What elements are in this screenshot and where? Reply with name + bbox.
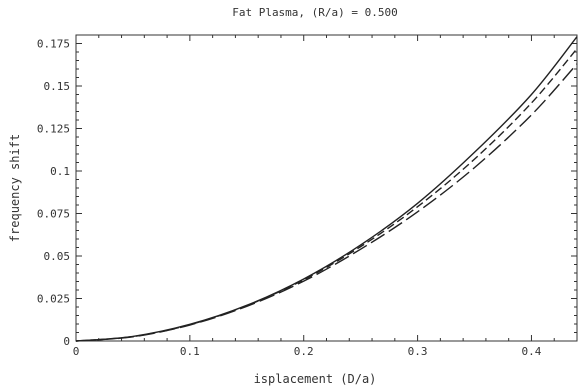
series-line-solid [75,36,578,342]
y-tick-label: 0.1 [50,165,70,178]
ticks: 0 0.1 0.2 0.3 0.4 0 0.025 0.05 0.075 0.1 0.125 0.15… [37,35,577,358]
chart-title: Fat Plasma, (R/a) = 0.500 [232,6,398,19]
series-line-short-dash [75,48,578,342]
x-tick-label: 0.4 [522,345,542,358]
y-tick-label: 0.15 [44,80,71,93]
y-axis-label: frequency shift [8,134,22,242]
plot-frame [75,34,578,342]
y-tick-label: 0.05 [44,250,71,263]
x-tick-label: 0.3 [408,345,428,358]
series-layer [75,36,578,342]
y-tick-label: 0.125 [37,123,70,136]
x-axis-label: isplacement (D/a) [254,372,377,386]
y-tick-label: 0.025 [37,293,70,306]
series-line-long-dash [75,63,578,342]
y-tick-label: 0.075 [37,208,70,221]
x-tick-label: 0.1 [180,345,200,358]
y-tick-label: 0.175 [37,38,70,51]
x-tick-label: 0 [73,345,80,358]
x-tick-label: 0.2 [294,345,314,358]
y-tick-label: 0 [63,335,70,348]
